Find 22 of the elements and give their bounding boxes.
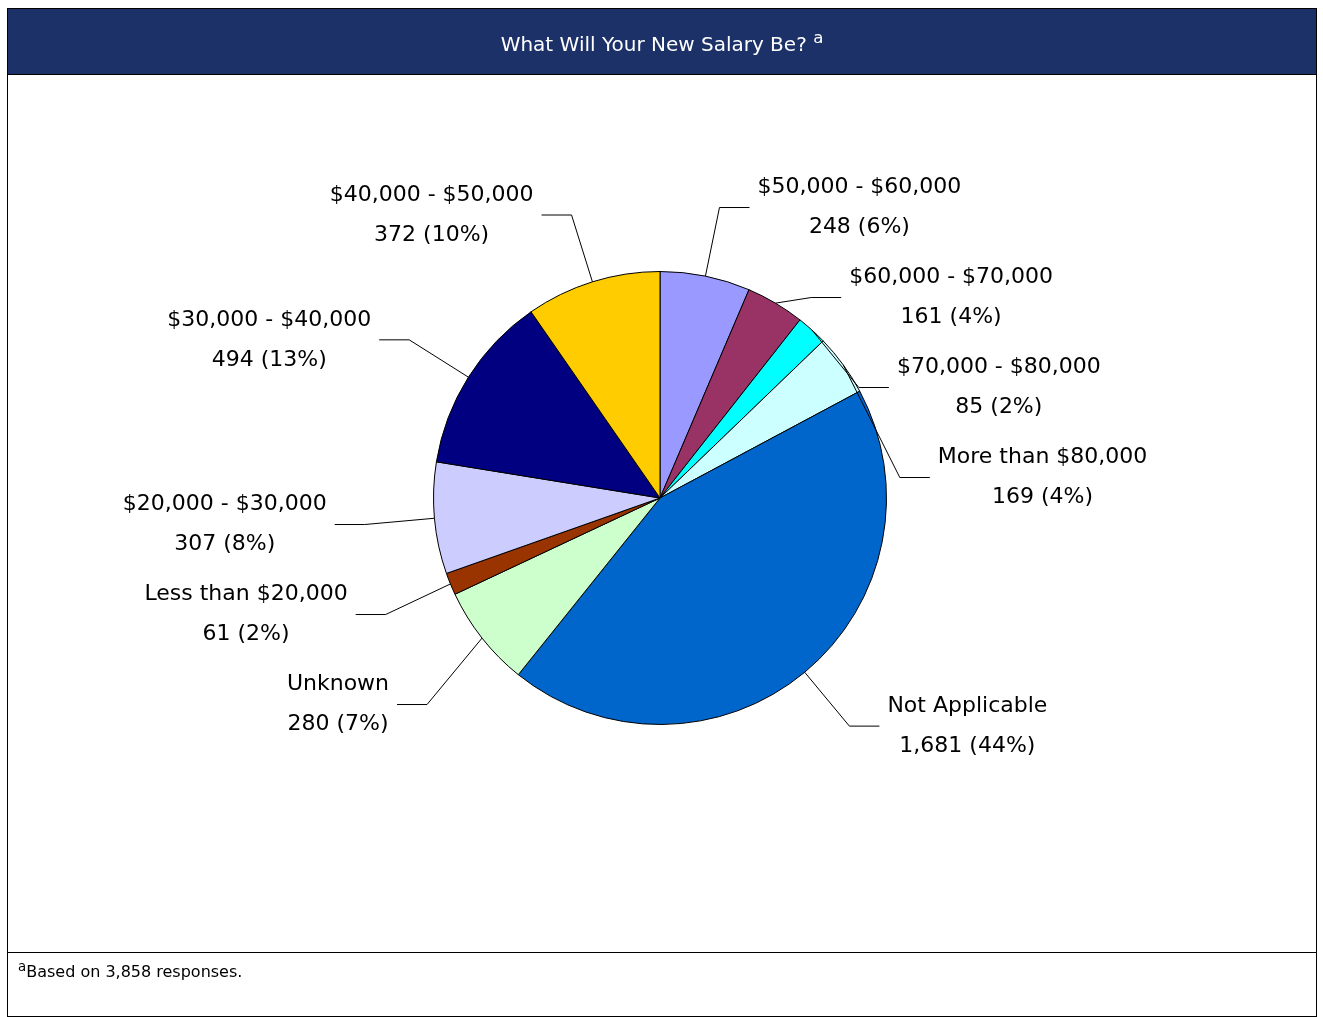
data-label: 85 (2%) [955, 393, 1043, 419]
data-label: 248 (6%) [808, 213, 910, 239]
data-label: 1,681 (44%) [899, 731, 1036, 757]
slice-label: Not Applicable [887, 691, 1048, 717]
chart-title: What Will Your New Salary Be? $^{a}$ [500, 27, 824, 56]
data-label: 280 (7%) [287, 710, 389, 736]
slice-label: $60,000 - $70,000 [849, 263, 1054, 289]
slice-label: $20,000 - $30,000 [122, 490, 327, 516]
slice-label: More than $80,000 [937, 443, 1148, 469]
slice-label: Less than $20,000 [144, 580, 348, 606]
data-label: 372 (10%) [374, 220, 490, 246]
data-label: 61 (2%) [202, 620, 290, 646]
slice-label: $70,000 - $80,000 [896, 353, 1101, 379]
text: $^{a}$Based on 3,858 responses. [8, 952, 1316, 1017]
data-label: 169 (4%) [992, 483, 1094, 509]
slice-label: $30,000 - $40,000 [167, 305, 372, 331]
data-label: 161 (4%) [900, 303, 1002, 329]
slice-label: $40,000 - $50,000 [329, 180, 534, 206]
slice-label: $50,000 - $60,000 [757, 173, 962, 199]
data-label: 494 (13%) [211, 345, 327, 371]
data-label: 307 (8%) [174, 530, 276, 556]
slice-label: Unknown [286, 670, 390, 696]
